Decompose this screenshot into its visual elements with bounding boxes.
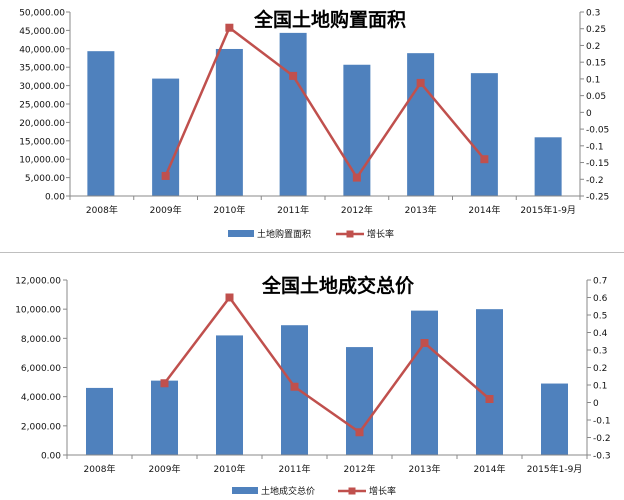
right-tick-label: 0.15 (586, 59, 606, 69)
legend: 土地购置面积 增长率 (228, 228, 394, 240)
x-tick-label: 2009年 (149, 463, 181, 475)
left-tick-label: 45,000.00 (19, 27, 65, 37)
right-tick-label: -0.25 (586, 193, 609, 203)
bar (216, 335, 243, 455)
bar (151, 380, 178, 455)
legend-label-line: 增长率 (367, 228, 394, 240)
right-tick-label: -0.1 (593, 417, 611, 427)
bar (470, 73, 498, 196)
growth-rate-line (164, 25, 486, 180)
right-tick-label: -0.15 (586, 159, 609, 169)
growth-rate-line (163, 295, 491, 434)
left-tick-label: 5,000.00 (25, 174, 65, 184)
legend-swatch-bar (232, 487, 258, 494)
right-tick-label: -0.2 (586, 176, 604, 186)
left-tick-label: 12,000.00 (15, 277, 61, 287)
x-tick-label: 2012年 (341, 204, 373, 216)
x-tick-label: 2013年 (405, 204, 437, 216)
left-tick-label: 15,000.00 (19, 137, 65, 147)
legend-label-line: 增长率 (369, 485, 396, 497)
bar (279, 32, 307, 196)
left-tick-label: 40,000.00 (19, 45, 65, 55)
right-tick-label: 0.2 (593, 364, 607, 374)
right-tick-label: 0.4 (593, 329, 608, 339)
left-tick-label: 4,000.00 (21, 393, 61, 403)
left-tick-label: 0.00 (41, 452, 61, 462)
x-tick-label: 2010年 (213, 204, 245, 216)
bar (541, 383, 568, 455)
bar (87, 51, 115, 196)
left-tick-label: 20,000.00 (19, 119, 65, 129)
right-tick-label: 0.1 (593, 382, 607, 392)
left-tick-label: 10,000.00 (15, 306, 61, 316)
legend: 土地成交总价 增长率 (232, 485, 396, 497)
growth-rate-marker (225, 23, 234, 32)
growth-rate-marker (420, 339, 429, 347)
right-tick-label: 0.3 (593, 347, 607, 357)
growth-rate-marker (160, 379, 169, 388)
legend-label-bar: 土地购置面积 (257, 228, 311, 240)
chart-title: 全国土地成交总价 (261, 274, 415, 297)
growth-rate-marker (161, 171, 170, 180)
x-tick-label: 2008年 (86, 204, 118, 216)
bar (476, 309, 503, 455)
growth-rate-marker (352, 173, 361, 182)
right-tick-label: 0.5 (593, 312, 607, 322)
right-tick-label: 0.7 (593, 277, 607, 287)
x-tick-label: 2014年 (474, 463, 506, 475)
legend-swatch-bar (228, 230, 254, 237)
right-tick-label: 0.6 (593, 294, 608, 304)
x-tick-label: 2014年 (468, 204, 500, 216)
growth-rate-marker (290, 382, 299, 391)
bar (411, 310, 438, 455)
bar (215, 48, 243, 196)
right-tick-label: -0.3 (593, 452, 611, 462)
left-tick-label: 10,000.00 (19, 156, 65, 166)
left-tick-label: 0.00 (45, 193, 65, 203)
right-tick-label: 0 (593, 399, 599, 409)
right-tick-label: 0 (586, 109, 592, 119)
left-tick-label: 35,000.00 (19, 64, 65, 74)
bar (86, 387, 113, 455)
x-tick-label: 2015年1-9月 (527, 463, 583, 475)
left-tick-label: 25,000.00 (19, 101, 65, 111)
growth-rate-marker (480, 155, 489, 164)
growth-rate-marker (225, 293, 234, 302)
bar (407, 53, 435, 197)
right-tick-label: -0.1 (586, 142, 604, 152)
right-tick-label: 0.3 (586, 9, 600, 19)
right-tick-label: 0.05 (586, 92, 606, 102)
x-tick-label: 2009年 (150, 204, 182, 216)
left-tick-label: 2,000.00 (21, 422, 61, 432)
legend-label-bar: 土地成交总价 (261, 485, 315, 497)
growth-rate-marker (485, 395, 494, 403)
x-tick-label: 2012年 (344, 463, 376, 475)
growth-rate-marker (416, 78, 425, 87)
land-purchase-area-chart: 全国土地购置面积 0.00 5,000.00 10,000.00 15,000.00 2… (19, 8, 609, 240)
x-tick-label: 2011年 (277, 204, 309, 216)
bar (534, 137, 562, 196)
legend-swatch-marker (348, 487, 356, 495)
x-tick-label: 2013年 (409, 463, 441, 475)
right-tick-label: 0.2 (586, 42, 600, 52)
right-tick-label: -0.05 (586, 126, 609, 136)
x-tick-label: 2015年1-9月 (520, 204, 576, 216)
right-tick-label: -0.2 (593, 434, 611, 444)
land-deal-total-chart: 全国土地成交总价 0.00 2,000.00 4,000.00 6,000.00 8,0… (15, 274, 610, 497)
x-tick-label: 2011年 (279, 463, 311, 475)
chart-title: 全国土地购置面积 (253, 8, 406, 31)
x-tick-label: 2010年 (214, 463, 246, 475)
legend-swatch-marker (346, 230, 354, 238)
growth-rate-marker (355, 428, 364, 437)
growth-rate-marker (289, 71, 298, 80)
right-tick-label: 0.25 (586, 25, 606, 35)
right-tick-label: 0.1 (586, 75, 600, 85)
left-tick-label: 6,000.00 (21, 364, 61, 374)
x-tick-label: 2008年 (84, 463, 116, 475)
left-tick-label: 8,000.00 (21, 335, 61, 345)
bar (346, 347, 373, 455)
left-tick-label: 30,000.00 (19, 82, 65, 92)
left-tick-label: 50,000.00 (19, 9, 65, 19)
